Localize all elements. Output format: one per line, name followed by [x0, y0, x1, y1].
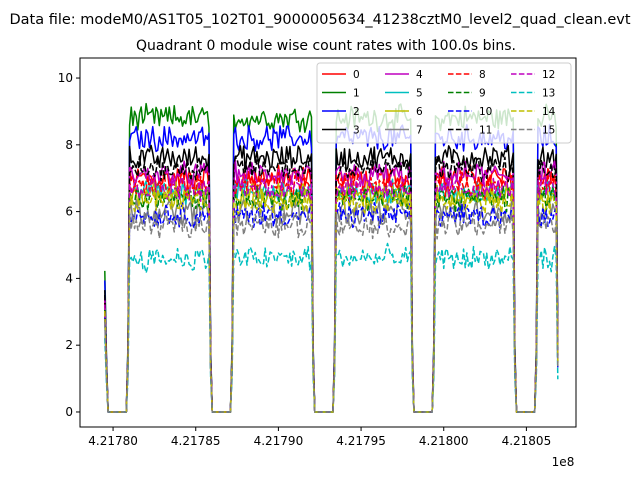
- legend-label-2: 2: [353, 106, 360, 118]
- legend-label-6: 6: [416, 106, 423, 118]
- legend-label-11: 11: [479, 125, 492, 137]
- axis-ticks: 4.21780 4.21785 4.21790 4.21795 4.21800 4.218…: [58, 71, 551, 448]
- series-line-7: [104, 196, 559, 413]
- legend-label-12: 12: [542, 69, 555, 81]
- legend-label-8: 8: [479, 69, 486, 81]
- y-tick-label: 8: [65, 138, 73, 152]
- x-tick-label: 4.21805: [502, 434, 552, 448]
- series-line-14: [104, 187, 559, 413]
- legend-label-13: 13: [542, 88, 555, 100]
- x-tick-label: 4.21780: [88, 434, 138, 448]
- y-tick-label: 4: [65, 271, 73, 285]
- x-tick-label: 4.21800: [419, 434, 469, 448]
- x-tick-label: 4.21790: [254, 434, 304, 448]
- series-line-10: [104, 200, 559, 413]
- legend-label-14: 14: [542, 106, 556, 118]
- legend-label-15: 15: [542, 125, 555, 137]
- series-line-13: [104, 242, 559, 413]
- figure-suptitle: Data file: modeM0/AS1T05_102T01_90000056…: [9, 12, 630, 28]
- legend-frame: [316, 62, 572, 144]
- x-tick-label: 4.21795: [336, 434, 386, 448]
- y-tick-label: 10: [58, 71, 73, 85]
- legend-label-0: 0: [353, 69, 360, 81]
- chart-title: Quadrant 0 module wise count rates with …: [136, 38, 516, 54]
- plot-frame: [79, 57, 577, 428]
- y-tick-label: 2: [65, 338, 73, 352]
- x-tick-label: 4.21785: [171, 434, 221, 448]
- y-tick-label: 0: [65, 405, 73, 419]
- x-offset-label: 1e8: [552, 455, 575, 469]
- legend-label-5: 5: [416, 88, 423, 100]
- y-tick-label: 6: [65, 205, 73, 219]
- legend-label-3: 3: [353, 125, 360, 137]
- legend-label-4: 4: [416, 69, 423, 81]
- series-layer: [104, 102, 559, 413]
- series-line-1: [104, 102, 559, 413]
- legend-label-9: 9: [479, 88, 486, 100]
- legend-label-1: 1: [353, 88, 360, 100]
- series-line-15: [104, 209, 559, 413]
- series-line-2: [104, 123, 559, 413]
- legend-label-10: 10: [479, 106, 492, 118]
- legend-label-7: 7: [416, 125, 423, 137]
